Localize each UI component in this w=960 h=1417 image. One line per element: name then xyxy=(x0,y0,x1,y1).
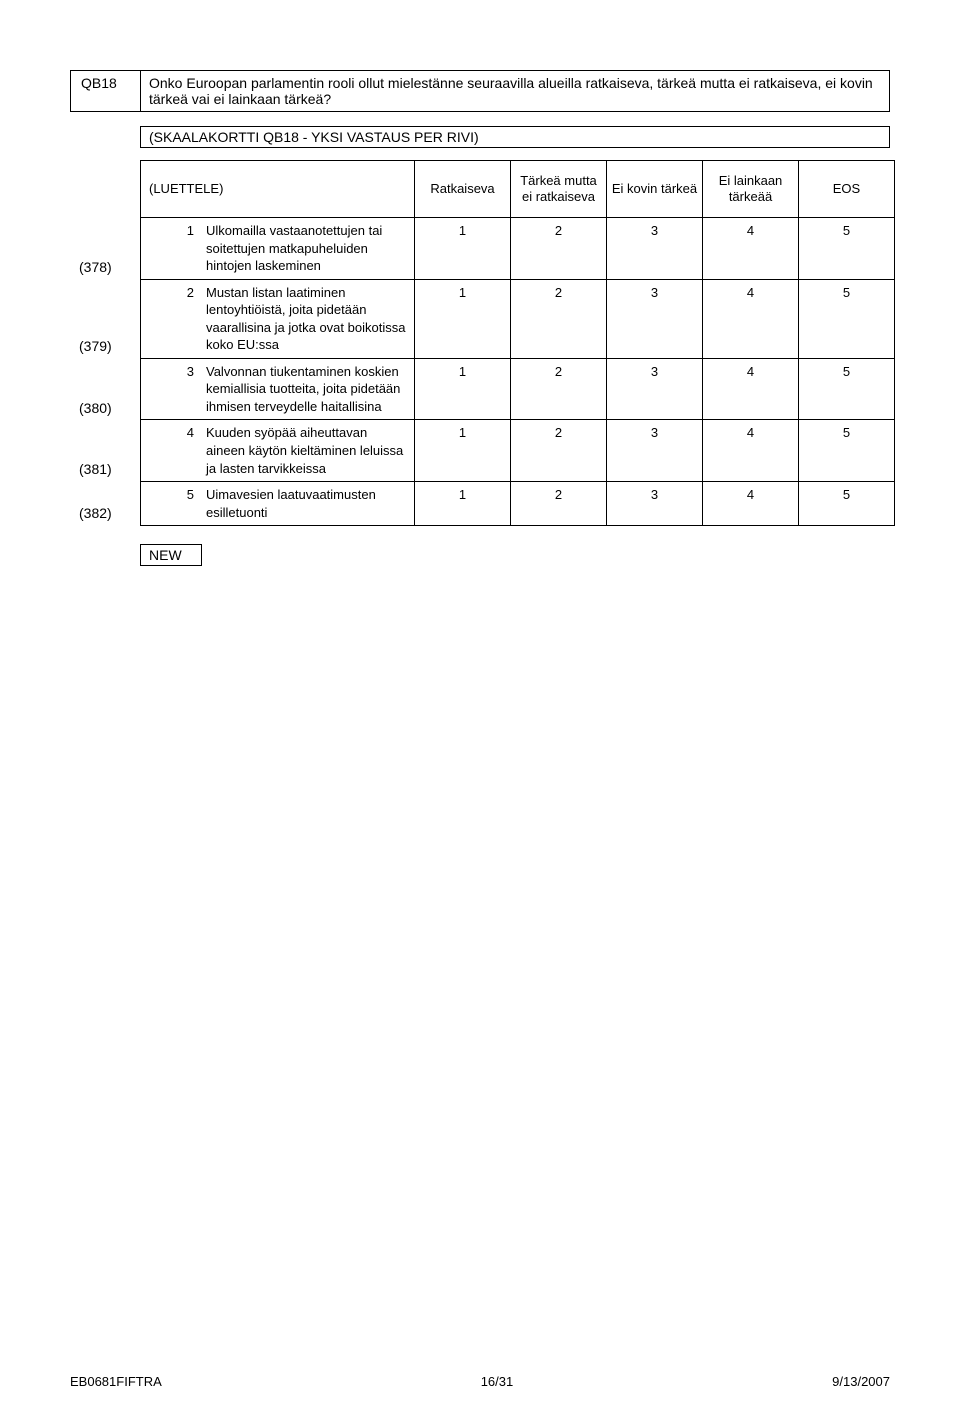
cell-value: 5 xyxy=(799,482,895,526)
row-index: 2 xyxy=(170,280,200,359)
cell-value: 4 xyxy=(703,420,799,482)
row-description: Kuuden syöpää aiheuttavan aineen käytön … xyxy=(200,420,415,482)
instruction-wrap: (SKAALAKORTTI QB18 - YKSI VASTAUS PER RI… xyxy=(140,126,890,160)
cell-value: 3 xyxy=(607,359,703,421)
margin-code: (382) xyxy=(79,504,112,523)
header-col-5: Ei lainkaan tärkeää xyxy=(703,160,799,218)
footer-left: EB0681FIFTRA xyxy=(70,1374,162,1389)
header-col-2: Ratkaiseva xyxy=(415,160,511,218)
response-grid: (LUETTELE)RatkaisevaTärkeä mutta ei ratk… xyxy=(140,160,890,526)
cell-value: 3 xyxy=(607,218,703,280)
row-description: Valvonnan tiukentaminen koskien kemialli… xyxy=(200,359,415,421)
header-col-3: Tärkeä mutta ei ratkaiseva xyxy=(511,160,607,218)
row-index: 4 xyxy=(170,420,200,482)
row-index: 5 xyxy=(170,482,200,526)
cell-value: 3 xyxy=(607,482,703,526)
cell-value: 5 xyxy=(799,218,895,280)
cell-value: 1 xyxy=(415,482,511,526)
row-description: Ulkomailla vastaanotettujen tai soitettu… xyxy=(200,218,415,280)
cell-value: 5 xyxy=(799,359,895,421)
header-col-4: Ei kovin tärkeä xyxy=(607,160,703,218)
instruction-box: (SKAALAKORTTI QB18 - YKSI VASTAUS PER RI… xyxy=(140,126,890,148)
cell-value: 2 xyxy=(511,359,607,421)
question-box: QB18 Onko Euroopan parlamentin rooli oll… xyxy=(70,70,890,112)
row-leading: (380) xyxy=(140,359,170,421)
margin-code: (380) xyxy=(79,399,112,418)
question-code: QB18 xyxy=(71,71,141,111)
footer-center: 16/31 xyxy=(481,1374,514,1389)
margin-code: (379) xyxy=(79,337,112,356)
cell-value: 4 xyxy=(703,482,799,526)
cell-value: 3 xyxy=(607,420,703,482)
cell-value: 4 xyxy=(703,280,799,359)
cell-value: 1 xyxy=(415,359,511,421)
cell-value: 2 xyxy=(511,420,607,482)
row-leading: (382) xyxy=(140,482,170,526)
header-luettele: (LUETTELE) xyxy=(140,160,415,218)
row-description: Mustan listan laatiminen lentoyhtiöistä,… xyxy=(200,280,415,359)
cell-value: 1 xyxy=(415,280,511,359)
cell-value: 4 xyxy=(703,359,799,421)
row-index: 3 xyxy=(170,359,200,421)
margin-code: (378) xyxy=(79,258,112,277)
margin-code: (381) xyxy=(79,460,112,479)
cell-value: 2 xyxy=(511,482,607,526)
cell-value: 3 xyxy=(607,280,703,359)
cell-value: 2 xyxy=(511,218,607,280)
question-text: Onko Euroopan parlamentin rooli ollut mi… xyxy=(141,71,889,111)
cell-value: 1 xyxy=(415,420,511,482)
row-leading: (379) xyxy=(140,280,170,359)
cell-value: 2 xyxy=(511,280,607,359)
row-leading: (378) xyxy=(140,218,170,280)
new-label-box: NEW xyxy=(140,544,202,566)
page-footer: EB0681FIFTRA 16/31 9/13/2007 xyxy=(70,1374,890,1389)
row-description: Uimavesien laatuvaatimusten esilletuonti xyxy=(200,482,415,526)
page: QB18 Onko Euroopan parlamentin rooli oll… xyxy=(0,0,960,1417)
header-col-6: EOS xyxy=(799,160,895,218)
cell-value: 1 xyxy=(415,218,511,280)
row-leading: (381) xyxy=(140,420,170,482)
row-index: 1 xyxy=(170,218,200,280)
cell-value: 4 xyxy=(703,218,799,280)
cell-value: 5 xyxy=(799,420,895,482)
cell-value: 5 xyxy=(799,280,895,359)
footer-right: 9/13/2007 xyxy=(832,1374,890,1389)
